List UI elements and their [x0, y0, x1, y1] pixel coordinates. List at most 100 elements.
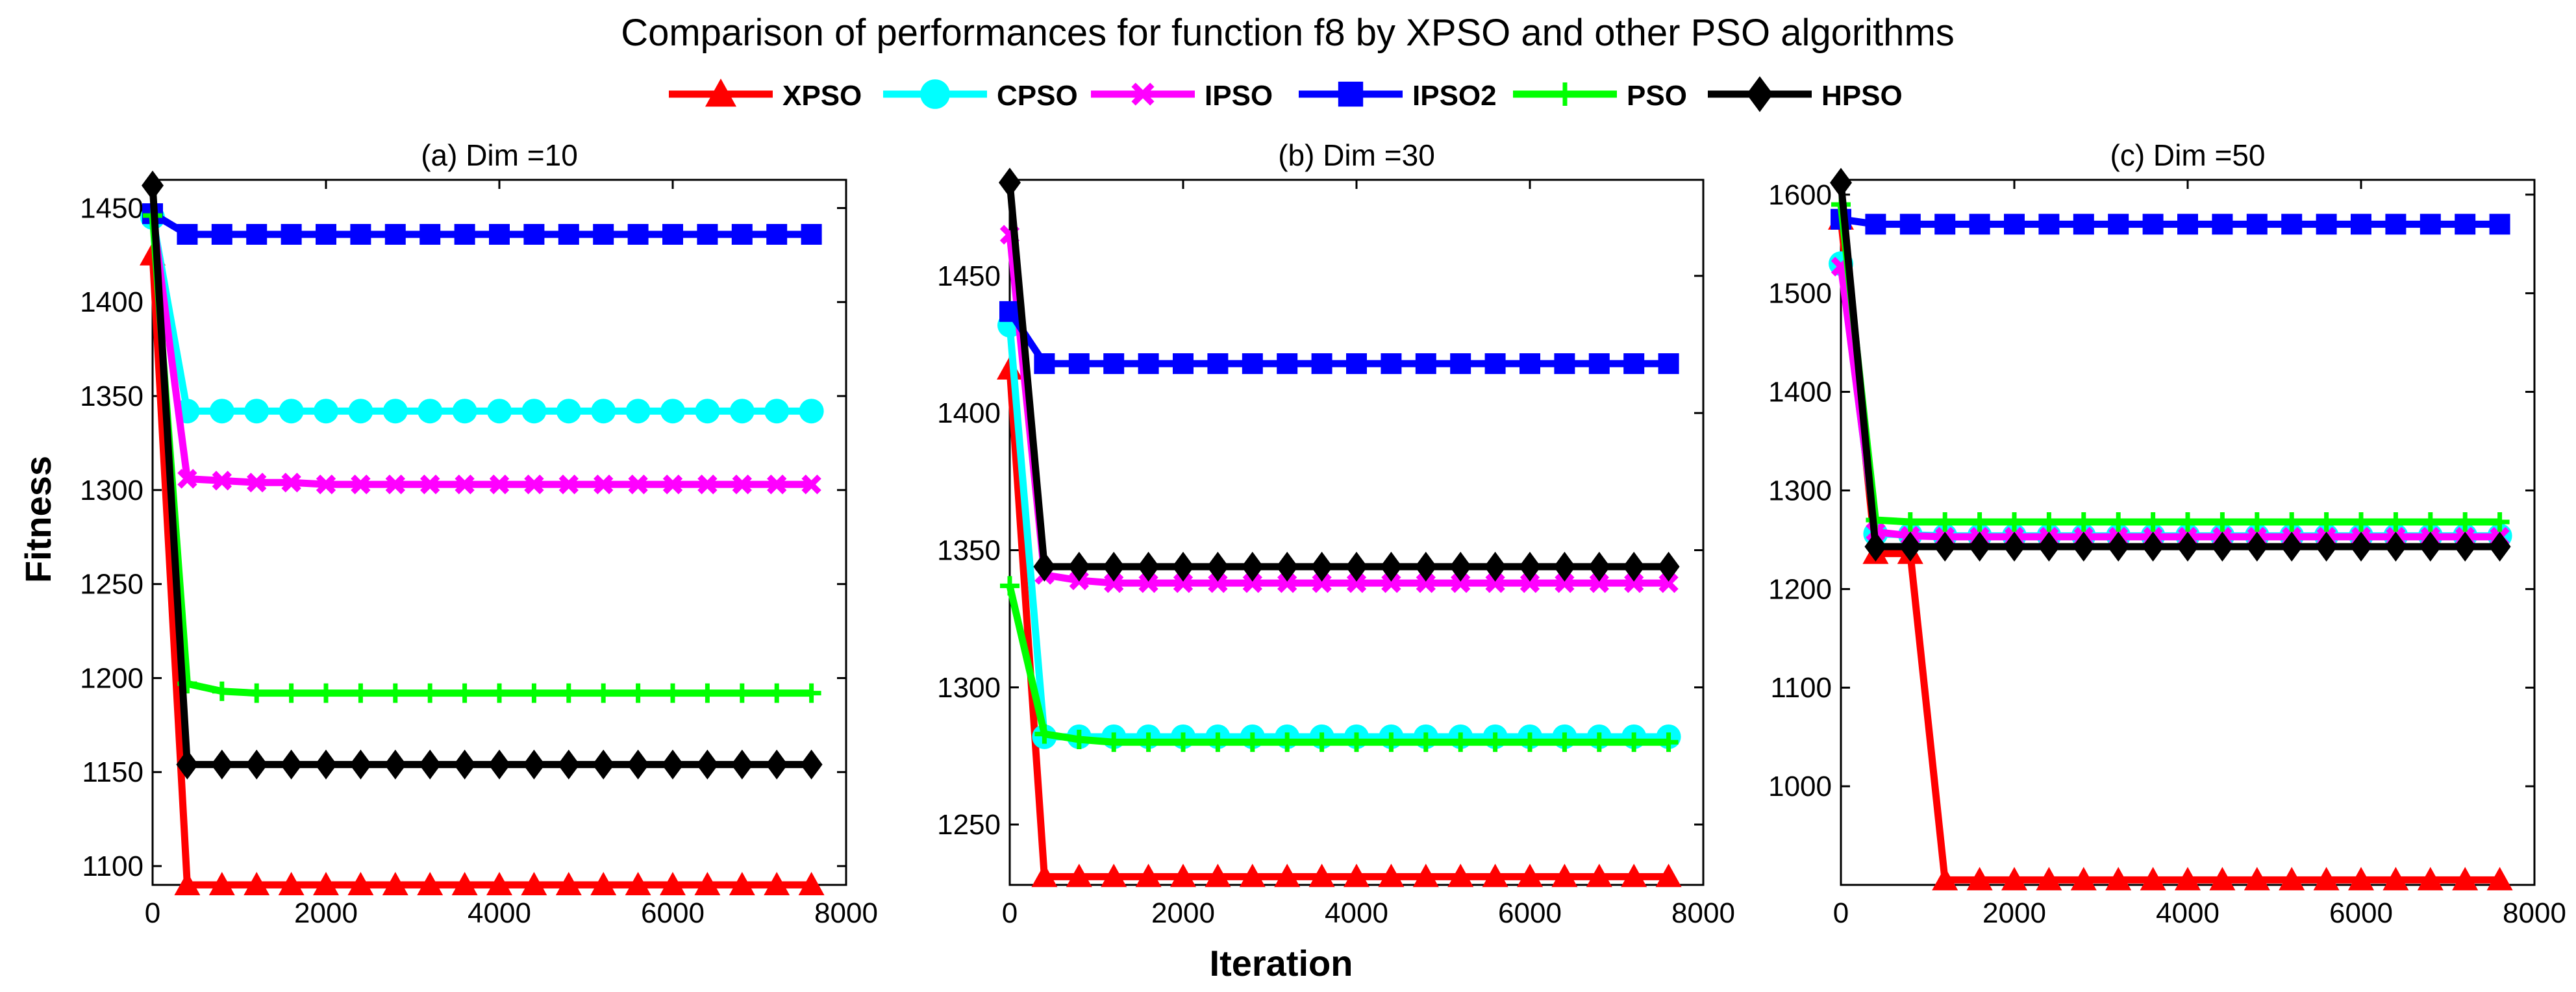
data-point: [209, 399, 234, 424]
legend-item-cpso: CPSO: [883, 79, 1078, 112]
y-tick-label: 1350: [937, 534, 1001, 566]
data-point: [731, 223, 753, 245]
data-point: [1621, 863, 1647, 887]
data-point: [1069, 730, 1089, 750]
data-point: [2177, 214, 2198, 235]
data-point: [2142, 214, 2164, 235]
data-point: [489, 474, 510, 495]
data-point: [1412, 863, 1439, 887]
data-point: [279, 399, 304, 424]
data-point: [663, 683, 682, 703]
legend-marker: [920, 79, 950, 109]
data-point: [281, 683, 301, 703]
data-point: [2177, 532, 2199, 562]
data-point: [799, 399, 824, 424]
legend-item-ipso: IPSO: [1091, 80, 1273, 112]
data-point: [420, 683, 440, 703]
y-tick-label: 1100: [1770, 672, 1832, 704]
data-point: [487, 399, 512, 424]
data-point: [2209, 867, 2236, 891]
data-point: [1415, 353, 1436, 375]
data-point: [2038, 532, 2060, 562]
series-ipso2: [142, 203, 822, 245]
data-point: [1935, 512, 1955, 532]
legend-marker: [1553, 82, 1577, 106]
data-point: [1586, 863, 1612, 887]
data-point: [1207, 551, 1229, 582]
data-point: [660, 399, 685, 424]
y-tick-label: 1450: [80, 192, 144, 224]
data-point: [384, 223, 406, 245]
data-point: [1966, 867, 1993, 891]
data-point: [212, 681, 232, 701]
legend-marker: [1131, 82, 1155, 106]
x-tick-label: 2000: [1982, 897, 2046, 929]
data-point: [1484, 353, 1506, 375]
data-point: [729, 399, 755, 424]
legend-label: PSO: [1627, 80, 1687, 112]
data-point: [1451, 732, 1471, 752]
data-point: [1101, 863, 1127, 887]
data-point: [2455, 214, 2476, 235]
series-line: [1837, 204, 2500, 526]
data-point: [2245, 532, 2268, 562]
panel-1: (a) Dim =10 0 2000 4000 6000 8000 1100 1150 1200…: [80, 138, 878, 929]
data-point: [2108, 214, 2129, 235]
series-line: [1837, 266, 2500, 541]
data-point: [1416, 573, 1436, 593]
series-ipso: [142, 203, 821, 495]
data-point: [2279, 867, 2305, 891]
series-pso: [1000, 576, 1679, 752]
data-point: [798, 872, 825, 895]
data-point: [2417, 867, 2444, 891]
data-point: [1344, 863, 1369, 887]
legend-label: CPSO: [997, 80, 1078, 112]
y-tick-label: 1250: [937, 809, 1001, 841]
data-point: [2282, 512, 2302, 532]
y-tick-label: 1000: [1768, 771, 1832, 802]
data-point: [2036, 867, 2062, 891]
data-point: [1138, 353, 1159, 375]
panel-title: (c) Dim =50: [2110, 138, 2266, 172]
series-line: [1006, 369, 1669, 880]
data-point: [212, 471, 232, 491]
data-point: [662, 474, 683, 495]
data-point: [142, 170, 164, 201]
y-tick-label: 1400: [1768, 377, 1832, 408]
data-point: [2384, 532, 2407, 562]
data-point: [455, 683, 475, 703]
data-point: [2001, 867, 2027, 891]
data-point: [731, 749, 753, 780]
data-point: [1347, 732, 1366, 752]
data-point: [382, 872, 408, 895]
data-point: [694, 872, 721, 895]
data-point: [1551, 863, 1578, 887]
x-tick-label: 8000: [814, 897, 878, 929]
data-point: [1031, 863, 1058, 887]
data-point: [1519, 573, 1540, 593]
data-point: [2244, 867, 2270, 891]
x-tick-label: 4000: [2156, 897, 2220, 929]
data-point: [316, 223, 336, 245]
data-point: [1345, 551, 1368, 582]
data-point: [244, 872, 270, 895]
data-point: [2142, 532, 2164, 562]
data-point: [1900, 512, 1920, 532]
data-point: [999, 301, 1020, 322]
data-point: [593, 223, 614, 245]
data-point: [1416, 732, 1436, 752]
y-tick-label: 1150: [82, 756, 144, 788]
data-point: [696, 749, 719, 780]
data-point: [1450, 353, 1471, 375]
data-point: [1172, 551, 1194, 582]
x-tick-label: 4000: [1325, 897, 1388, 929]
data-point: [384, 749, 406, 780]
data-point: [1034, 724, 1055, 744]
data-point: [1934, 214, 1956, 235]
data-point: [697, 474, 718, 495]
x-tick-label: 6000: [2329, 897, 2393, 929]
data-point: [660, 872, 686, 895]
data-point: [1932, 867, 1958, 891]
series-line: [149, 213, 812, 488]
data-point: [1588, 353, 1610, 375]
